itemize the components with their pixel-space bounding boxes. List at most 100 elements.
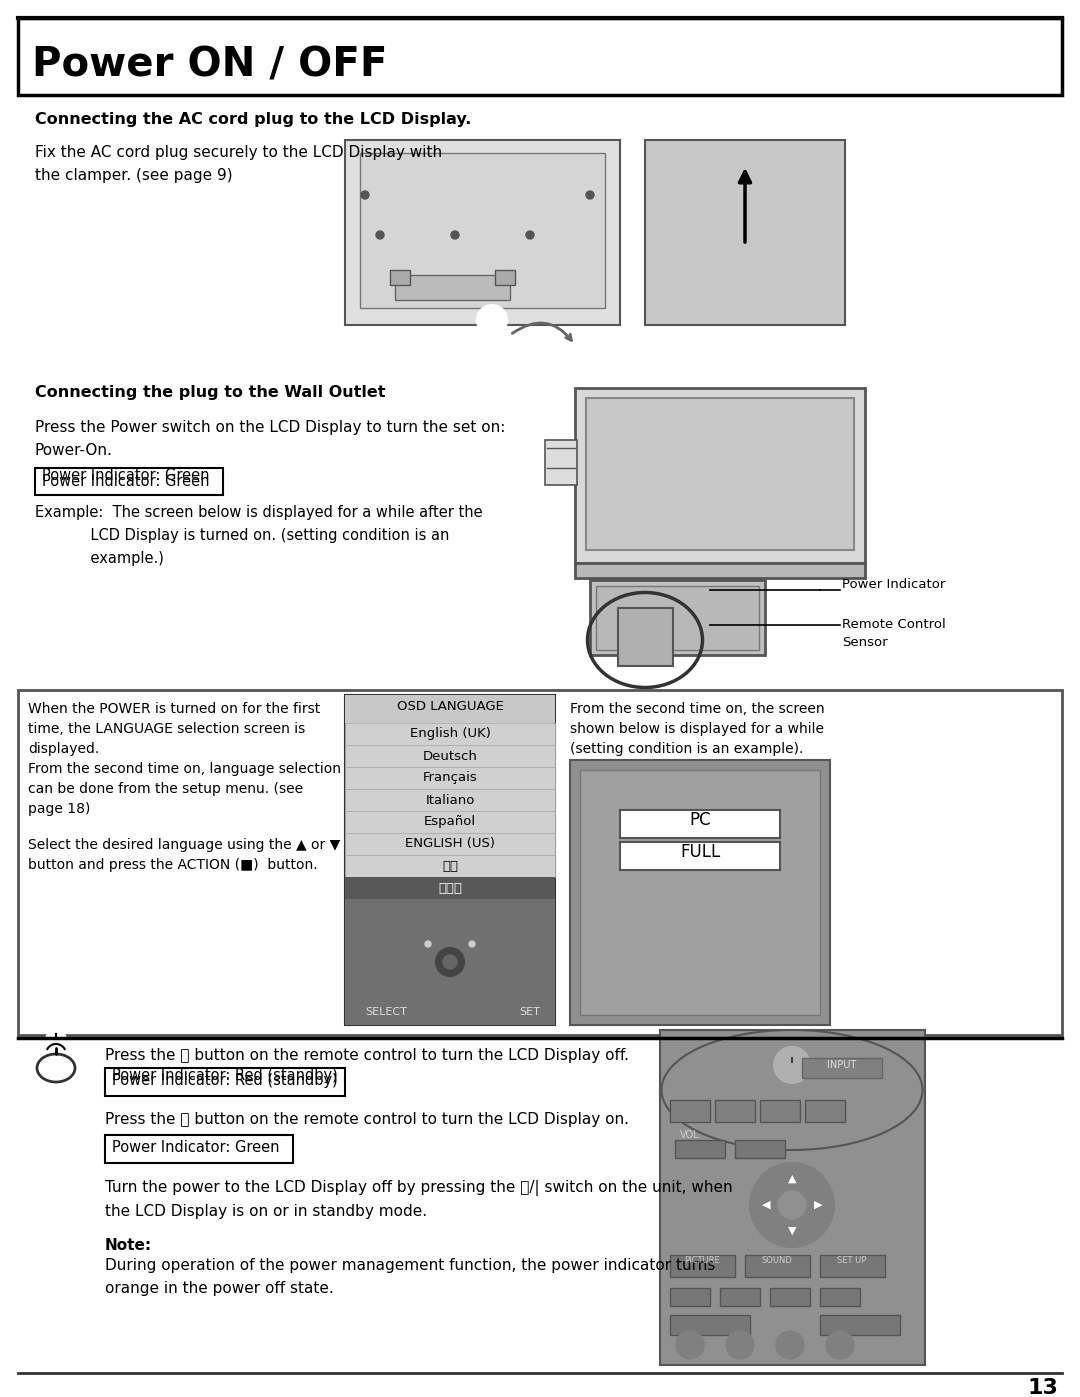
Bar <box>105 1134 293 1162</box>
Bar <box>570 760 831 1025</box>
Text: During operation of the power management function, the power indicator turns
ora: During operation of the power management… <box>105 1259 715 1296</box>
Text: OSD LANGUAGE: OSD LANGUAGE <box>396 700 503 712</box>
Text: Italiano: Italiano <box>426 793 475 806</box>
Text: ▶: ▶ <box>813 1200 822 1210</box>
Circle shape <box>451 231 459 239</box>
Circle shape <box>750 1162 834 1248</box>
Text: VOL: VOL <box>680 1130 700 1140</box>
Text: Press the ⏻ button on the remote control to turn the LCD Display on.: Press the ⏻ button on the remote control… <box>105 1112 629 1127</box>
Bar <box>760 1099 800 1122</box>
Text: Español: Español <box>424 816 476 828</box>
Bar <box>820 1255 885 1277</box>
Text: SET UP: SET UP <box>837 1256 866 1266</box>
Bar <box>345 694 555 1025</box>
Circle shape <box>376 231 384 239</box>
Text: Power Indicator: Red (standby): Power Indicator: Red (standby) <box>112 1073 338 1088</box>
Bar <box>345 833 555 855</box>
Bar <box>345 767 555 789</box>
Circle shape <box>526 231 534 239</box>
Text: ▲: ▲ <box>787 1173 796 1185</box>
Ellipse shape <box>661 1030 922 1150</box>
Bar <box>620 810 780 838</box>
Bar <box>395 275 510 300</box>
Circle shape <box>46 1030 66 1051</box>
Text: PICTURE: PICTURE <box>684 1256 720 1266</box>
Text: When the POWER is turned on for the first
time, the LANGUAGE selection screen is: When the POWER is turned on for the firs… <box>28 703 321 756</box>
Circle shape <box>443 956 457 970</box>
Bar <box>35 468 222 495</box>
Circle shape <box>778 1192 806 1220</box>
Circle shape <box>426 942 431 947</box>
Circle shape <box>774 1046 810 1083</box>
Text: Power ON / OFF: Power ON / OFF <box>32 45 388 85</box>
Bar <box>105 1067 345 1097</box>
Text: Example:  The screen below is displayed for a while after the
            LCD Di: Example: The screen below is displayed f… <box>35 504 483 566</box>
Text: Deutsch: Deutsch <box>422 750 477 763</box>
Text: Fix the AC cord plug securely to the LCD Display with
the clamper. (see page 9): Fix the AC cord plug securely to the LCD… <box>35 145 442 183</box>
Text: English (UK): English (UK) <box>409 728 490 740</box>
Bar <box>735 1140 785 1158</box>
Text: SELECT: SELECT <box>365 1007 407 1017</box>
Text: From the second time on, language selection
can be done from the setup menu. (se: From the second time on, language select… <box>28 761 341 816</box>
Text: Power Indicator: Green: Power Indicator: Green <box>42 468 210 483</box>
Circle shape <box>477 305 507 335</box>
Circle shape <box>586 191 594 198</box>
Bar <box>805 1099 845 1122</box>
Circle shape <box>826 1331 854 1359</box>
Text: 日本語: 日本語 <box>438 882 462 894</box>
Bar <box>345 745 555 767</box>
Bar <box>360 154 605 307</box>
Circle shape <box>436 949 464 977</box>
Bar <box>345 855 555 877</box>
Bar <box>345 812 555 833</box>
Text: 中文: 中文 <box>442 859 458 873</box>
Text: SET: SET <box>519 1007 540 1017</box>
Bar <box>345 877 555 900</box>
Ellipse shape <box>37 1053 75 1083</box>
Text: INPUT: INPUT <box>827 1060 856 1070</box>
Bar <box>545 440 577 485</box>
Circle shape <box>676 1331 704 1359</box>
Bar <box>596 585 759 650</box>
Text: ◀: ◀ <box>761 1200 770 1210</box>
Bar <box>720 1288 760 1306</box>
Text: Power Indicator: Power Indicator <box>842 577 945 591</box>
Bar <box>495 270 515 285</box>
Bar <box>820 1315 900 1336</box>
Text: Connecting the AC cord plug to the LCD Display.: Connecting the AC cord plug to the LCD D… <box>35 112 471 127</box>
Bar <box>645 140 845 326</box>
Bar <box>802 1058 882 1078</box>
Bar <box>345 140 620 326</box>
Text: Press the ⏻ button on the remote control to turn the LCD Display off.: Press the ⏻ button on the remote control… <box>105 1048 629 1063</box>
Bar <box>575 388 865 563</box>
Circle shape <box>726 1331 754 1359</box>
Text: Select the desired language using the ▲ or ▼
button and press the ACTION (■)  bu: Select the desired language using the ▲ … <box>28 838 340 872</box>
Bar <box>18 690 1062 1035</box>
Bar <box>586 398 854 550</box>
Bar <box>575 563 865 578</box>
Bar <box>620 842 780 870</box>
Text: Power Indicator: Green: Power Indicator: Green <box>42 474 210 489</box>
Text: Français: Français <box>422 771 477 785</box>
Bar <box>820 1288 860 1306</box>
Text: Power Indicator: Green: Power Indicator: Green <box>112 1140 280 1155</box>
Bar <box>670 1315 750 1336</box>
Bar <box>18 18 1062 95</box>
Circle shape <box>469 942 475 947</box>
Text: Press the Power switch on the LCD Display to turn the set on:
Power-On.: Press the Power switch on the LCD Displa… <box>35 420 505 458</box>
Bar <box>675 1140 725 1158</box>
Text: Power Indicator: Red (standby): Power Indicator: Red (standby) <box>112 1067 338 1083</box>
Circle shape <box>361 191 369 198</box>
Text: ▼: ▼ <box>787 1227 796 1236</box>
Text: SOUND: SOUND <box>761 1256 793 1266</box>
Bar <box>345 900 555 1025</box>
Text: 13: 13 <box>1027 1377 1058 1397</box>
Bar <box>770 1288 810 1306</box>
Text: ENGLISH (US): ENGLISH (US) <box>405 837 495 851</box>
Bar <box>390 270 410 285</box>
Bar <box>670 1288 710 1306</box>
Text: From the second time on, the screen
shown below is displayed for a while
(settin: From the second time on, the screen show… <box>570 703 825 756</box>
Bar <box>618 608 673 666</box>
Circle shape <box>777 1331 804 1359</box>
Text: FULL: FULL <box>680 842 720 861</box>
